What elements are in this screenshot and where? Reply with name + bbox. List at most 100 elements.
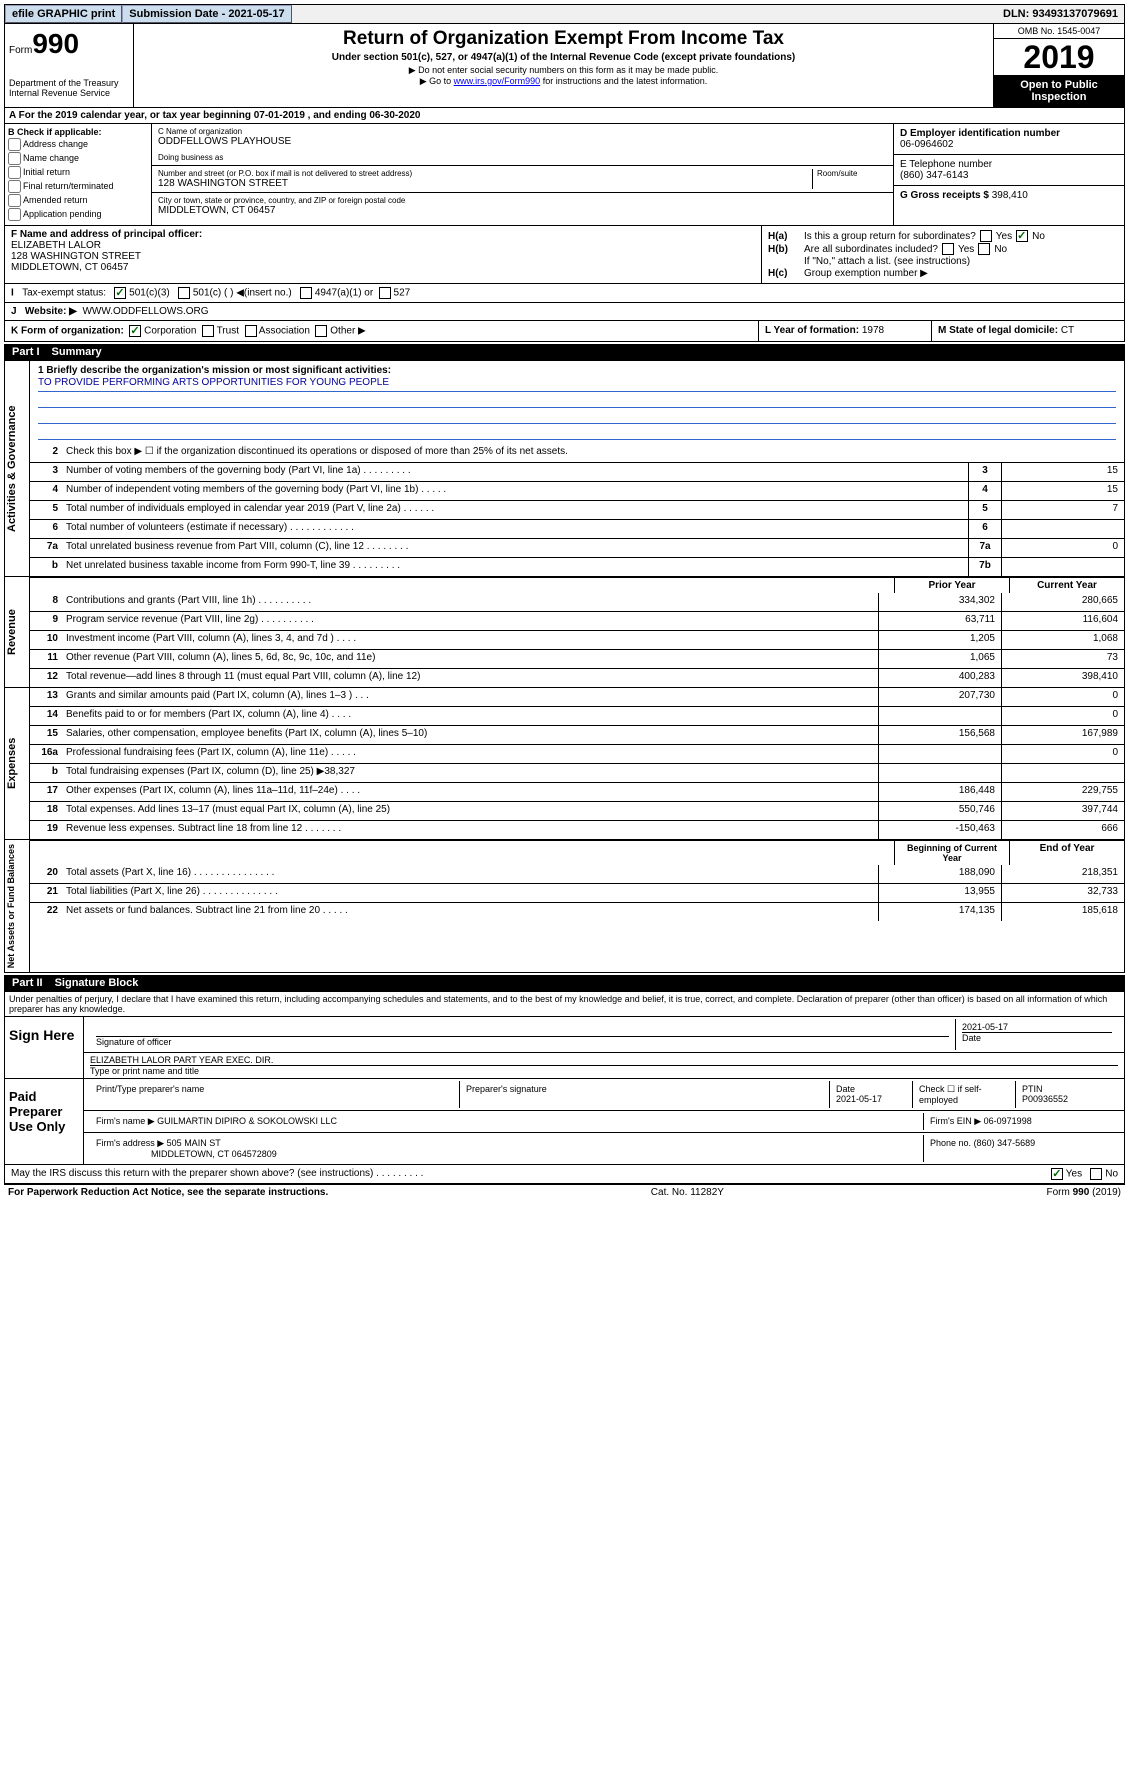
public-inspection: Open to Public Inspection: [994, 75, 1124, 107]
website: WWW.ODDFELLOWS.ORG: [82, 306, 208, 317]
officer-name: ELIZABETH LALOR: [11, 240, 755, 251]
year-formation: 1978: [862, 325, 884, 336]
revenue-section: Revenue Prior Year Current Year 8Contrib…: [4, 577, 1125, 688]
block-h: H(a)Is this a group return for subordina…: [762, 226, 1124, 283]
perjury-statement: Under penalties of perjury, I declare th…: [4, 991, 1125, 1016]
netassets-header: Beginning of Current Year End of Year: [30, 840, 1124, 865]
table-row: 14Benefits paid to or for members (Part …: [30, 706, 1124, 725]
note-link: ▶ Go to www.irs.gov/Form990 for instruct…: [138, 76, 989, 87]
sign-here-block: Sign Here Signature of officer 2021-05-1…: [4, 1016, 1125, 1079]
org-name: ODDFELLOWS PLAYHOUSE: [158, 136, 887, 147]
table-row: 9Program service revenue (Part VIII, lin…: [30, 611, 1124, 630]
dln: DLN: 93493137079691: [997, 6, 1124, 22]
firm-ein: 06-0971998: [984, 1116, 1032, 1126]
top-bar: efile GRAPHIC print Submission Date - 20…: [4, 4, 1125, 24]
discuss-row: May the IRS discuss this return with the…: [4, 1165, 1125, 1184]
irs-link[interactable]: www.irs.gov/Form990: [454, 76, 541, 86]
ha-no[interactable]: [1016, 230, 1028, 242]
form-number: 990: [32, 28, 79, 60]
ein: 06-0964602: [900, 139, 1118, 150]
row-klm: K Form of organization: Corporation Trus…: [4, 321, 1125, 342]
chk-corp[interactable]: [129, 325, 141, 337]
table-row: 12Total revenue—add lines 8 through 11 (…: [30, 668, 1124, 687]
table-row: bNet unrelated business taxable income f…: [30, 557, 1124, 576]
chk-assoc[interactable]: [245, 325, 257, 337]
expenses-label: Expenses: [5, 688, 30, 839]
org-city: MIDDLETOWN, CT 06457: [158, 205, 887, 216]
chk-initial-return[interactable]: [8, 166, 21, 179]
form-prefix: Form: [9, 45, 32, 56]
chk-527[interactable]: [379, 287, 391, 299]
form-header: Form 990 Department of the Treasury Inte…: [4, 24, 1125, 108]
form-id-block: Form 990 Department of the Treasury Inte…: [5, 24, 134, 107]
block-deg: D Employer identification number 06-0964…: [893, 124, 1124, 225]
netassets-label: Net Assets or Fund Balances: [5, 840, 30, 972]
row-fh: F Name and address of principal officer:…: [4, 226, 1125, 284]
chk-4947[interactable]: [300, 287, 312, 299]
telephone: (860) 347-6143: [900, 170, 1118, 181]
table-row: 19Revenue less expenses. Subtract line 1…: [30, 820, 1124, 839]
block-b: B Check if applicable: Address change Na…: [5, 124, 152, 225]
preparer-label: Paid Preparer Use Only: [5, 1079, 84, 1164]
discuss-no[interactable]: [1090, 1168, 1102, 1180]
chk-amended[interactable]: [8, 194, 21, 207]
block-f: F Name and address of principal officer:…: [5, 226, 762, 283]
governance-section: Activities & Governance 1 Briefly descri…: [4, 360, 1125, 577]
chk-pending[interactable]: [8, 208, 21, 221]
part1-header: Part I Summary: [4, 344, 1125, 360]
dept-treasury: Department of the Treasury Internal Reve…: [9, 78, 129, 98]
mission-text: TO PROVIDE PERFORMING ARTS OPPORTUNITIES…: [38, 376, 1116, 392]
table-row: 5Total number of individuals employed in…: [30, 500, 1124, 519]
footer: For Paperwork Reduction Act Notice, see …: [4, 1184, 1125, 1200]
row-i: I Tax-exempt status: 501(c)(3) 501(c) ( …: [4, 284, 1125, 303]
chk-address-change[interactable]: [8, 138, 21, 151]
part2-header: Part II Signature Block: [4, 975, 1125, 991]
table-row: 17Other expenses (Part IX, column (A), l…: [30, 782, 1124, 801]
table-row: 3Number of voting members of the governi…: [30, 462, 1124, 481]
chk-501c3[interactable]: [114, 287, 126, 299]
gross-receipts: 398,410: [992, 190, 1028, 201]
identity-block: B Check if applicable: Address change Na…: [4, 124, 1125, 226]
form-subtitle: Under section 501(c), 527, or 4947(a)(1)…: [138, 52, 989, 63]
sign-here-label: Sign Here: [5, 1017, 84, 1078]
revenue-header: Prior Year Current Year: [30, 577, 1124, 593]
hb-yes[interactable]: [942, 243, 954, 255]
preparer-block: Paid Preparer Use Only Print/Type prepar…: [4, 1079, 1125, 1165]
table-row: 18Total expenses. Add lines 13–17 (must …: [30, 801, 1124, 820]
submission-date[interactable]: Submission Date - 2021-05-17: [122, 5, 291, 23]
firm-name: GUILMARTIN DIPIRO & SOKOLOWSKI LLC: [157, 1116, 337, 1126]
table-row: 7aTotal unrelated business revenue from …: [30, 538, 1124, 557]
note-ssn: ▶ Do not enter social security numbers o…: [138, 65, 989, 76]
chk-trust[interactable]: [202, 325, 214, 337]
chk-501c[interactable]: [178, 287, 190, 299]
governance-label: Activities & Governance: [5, 361, 30, 576]
print-button[interactable]: efile GRAPHIC print: [5, 5, 122, 23]
table-row: 8Contributions and grants (Part VIII, li…: [30, 593, 1124, 611]
table-row: 20Total assets (Part X, line 16) . . . .…: [30, 865, 1124, 883]
hb-no[interactable]: [978, 243, 990, 255]
form-title: Return of Organization Exempt From Incom…: [138, 28, 989, 50]
prep-date: 2021-05-17: [836, 1094, 882, 1104]
chk-final-return[interactable]: [8, 180, 21, 193]
discuss-yes[interactable]: [1051, 1168, 1063, 1180]
firm-phone: (860) 347-5689: [974, 1138, 1036, 1148]
expenses-section: Expenses 13Grants and similar amounts pa…: [4, 688, 1125, 840]
ptin: P00936552: [1022, 1094, 1068, 1104]
tax-year: 2019: [994, 39, 1124, 75]
line-a: A For the 2019 calendar year, or tax yea…: [4, 108, 1125, 124]
chk-name-change[interactable]: [8, 152, 21, 165]
ha-yes[interactable]: [980, 230, 992, 242]
chk-other[interactable]: [315, 325, 327, 337]
table-row: 15Salaries, other compensation, employee…: [30, 725, 1124, 744]
sign-date: 2021-05-17: [962, 1022, 1112, 1033]
table-row: 16aProfessional fundraising fees (Part I…: [30, 744, 1124, 763]
netassets-section: Net Assets or Fund Balances Beginning of…: [4, 840, 1125, 973]
table-row: 6Total number of volunteers (estimate if…: [30, 519, 1124, 538]
table-row: 4Number of independent voting members of…: [30, 481, 1124, 500]
table-row: bTotal fundraising expenses (Part IX, co…: [30, 763, 1124, 782]
block-c: C Name of organization ODDFELLOWS PLAYHO…: [152, 124, 893, 225]
table-row: 21Total liabilities (Part X, line 26) . …: [30, 883, 1124, 902]
revenue-label: Revenue: [5, 577, 30, 687]
table-row: 10Investment income (Part VIII, column (…: [30, 630, 1124, 649]
mission-block: 1 Briefly describe the organization's mi…: [30, 361, 1124, 444]
